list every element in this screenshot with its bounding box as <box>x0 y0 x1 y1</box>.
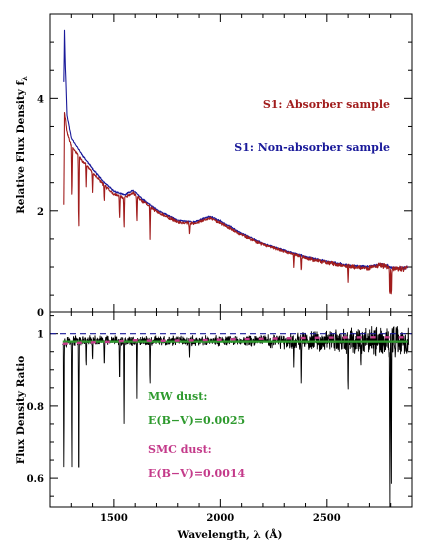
bottom-panel-y-tick-labels: 0.6 0.8 1 0 <box>27 308 44 485</box>
bottom-panel-y-tick-label: 0.6 <box>27 474 44 485</box>
top-panel-y-tick-label-zero: 0 <box>37 308 44 319</box>
annotation-mw-ebv: E(B−V)=0.0025 <box>148 414 245 427</box>
bottom-panel-x-tick-label: 1500 <box>100 513 128 524</box>
bottom-panel-y-tick-label: 0.8 <box>27 402 44 413</box>
annotation-smc-ebv: E(B−V)=0.0014 <box>148 467 246 480</box>
bottom-panel-flux-ratio: 0.6 0.8 1 0 1500 2000 2500 Flux Density Ratio… <box>15 308 413 541</box>
top-panel-ticks <box>50 13 413 312</box>
annotation-smc-dust: SMC dust: <box>148 443 212 456</box>
annotation-mw-dust: MW dust: <box>148 390 207 403</box>
bottom-panel-x-tick-labels: 1500 2000 2500 <box>100 513 341 524</box>
legend-absorber-sample: S1: Absorber sample <box>263 98 390 111</box>
bottom-panel-y-axis-label: Flux Density Ratio <box>15 356 27 465</box>
bottom-panel-y-tick-label: 1 <box>37 330 44 341</box>
top-panel-series <box>63 29 409 295</box>
series-non-absorber-line <box>63 29 409 271</box>
series-absorber-line <box>63 111 408 295</box>
top-panel-composite-spectra: 24 Relative Flux Density fλ S1: Absorber… <box>15 13 413 313</box>
bottom-panel-x-tick-label: 2000 <box>206 513 234 524</box>
legend-non-absorber-sample: S1: Non-absorber sample <box>234 141 390 154</box>
top-panel-y-axis-label: Relative Flux Density fλ <box>15 76 29 214</box>
top-panel-y-tick-labels: 24 <box>37 94 44 217</box>
top-panel-y-tick-label: 4 <box>37 94 44 105</box>
x-axis-label: Wavelength, λ (Å) <box>176 527 282 541</box>
bottom-panel-x-tick-label: 2500 <box>313 513 341 524</box>
top-panel-y-tick-label: 2 <box>37 207 44 218</box>
bottom-panel-frame <box>49 311 413 508</box>
bottom-panel-ticks <box>50 312 413 507</box>
bottom-panel-series <box>50 326 412 508</box>
